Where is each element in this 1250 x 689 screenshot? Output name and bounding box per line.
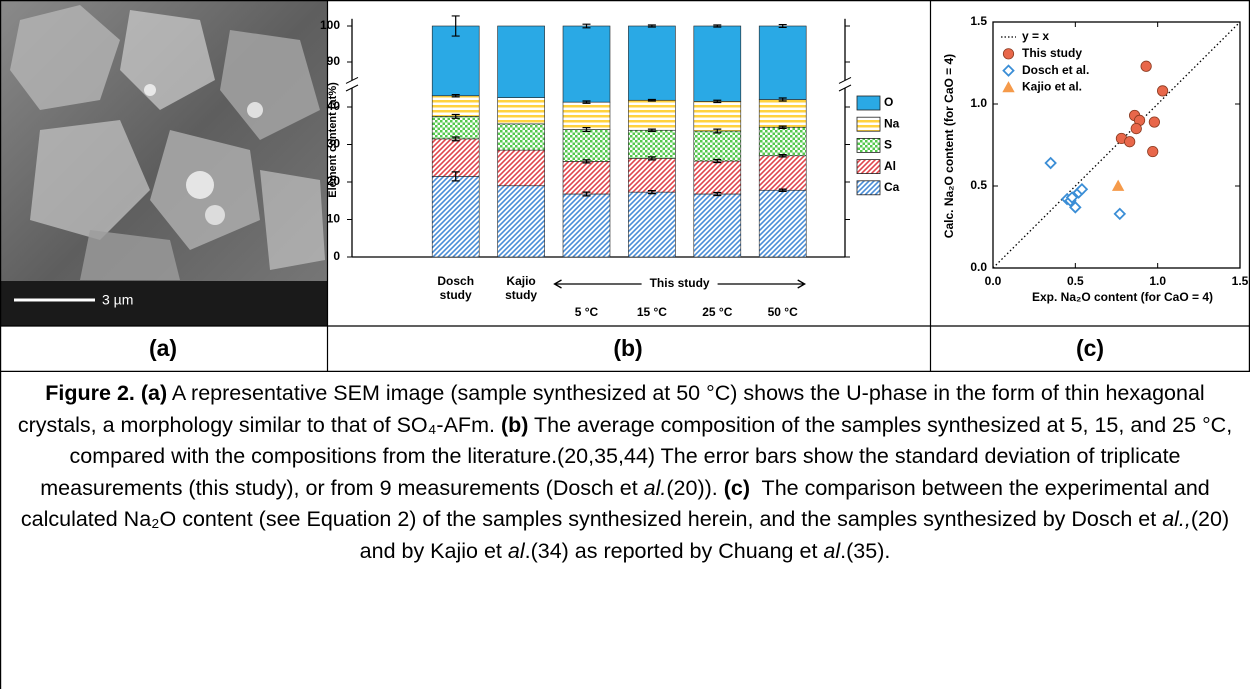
point [1113, 181, 1124, 191]
caption-text: .(34) as reported by Chuang et [525, 539, 824, 563]
y-tick-label: 10 [327, 212, 341, 226]
bar-segment [694, 26, 741, 101]
y-tick-label: 90 [327, 54, 341, 68]
legend-swatch [857, 96, 880, 110]
point [1131, 123, 1141, 133]
legend-label: Ca [884, 180, 900, 194]
x-axis-label: Exp. Na₂O content (for CaO = 4) [1032, 290, 1213, 304]
point [1124, 137, 1134, 147]
caption-text: (b) [501, 413, 528, 437]
bar-segment [628, 26, 675, 100]
legend-label: Dosch et al. [1022, 63, 1089, 77]
bar-segment [759, 26, 806, 100]
legend-marker [1003, 82, 1014, 92]
bar-segment [563, 26, 610, 102]
caption-text: al., [1162, 507, 1191, 531]
legend-label: Al [884, 159, 896, 173]
panel-label: (c) [1076, 335, 1104, 361]
bar-segment [759, 190, 806, 257]
caption-text: al [823, 539, 840, 563]
x-tick-label: 1.5 [1232, 274, 1249, 288]
scale-bar-label: 3 µm [102, 292, 133, 308]
bar-segment [563, 130, 610, 162]
panel-label: (a) [149, 335, 177, 361]
bar-segment [759, 127, 806, 156]
bar-segment [628, 192, 675, 257]
y-tick-label: 0.0 [970, 260, 987, 274]
point [1157, 86, 1167, 96]
bar-segment [628, 158, 675, 192]
bar-segment [694, 101, 741, 131]
legend-swatch [857, 181, 880, 195]
bar-segment [628, 130, 675, 158]
caption-text: al [508, 539, 525, 563]
caption-text: (c) [724, 476, 750, 500]
legend-swatch [857, 160, 880, 174]
legend-marker [1004, 66, 1014, 76]
bar-segment [498, 98, 545, 124]
point [1149, 117, 1159, 127]
point [1046, 158, 1056, 168]
panel-label: (b) [613, 335, 642, 361]
bar-segment [694, 131, 741, 161]
bar-segment [694, 194, 741, 257]
bar-segment [498, 26, 545, 98]
bar-segment [432, 116, 479, 139]
point [1141, 61, 1151, 71]
caption-text: .(35). [840, 539, 890, 563]
point [1115, 209, 1125, 219]
legend-marker [1003, 49, 1013, 59]
x-tick-label: 1.0 [1149, 274, 1166, 288]
bar-segment [563, 194, 610, 257]
x-tick-label: 15 °C [622, 305, 682, 319]
legend-label: O [884, 95, 893, 109]
y-tick-label: 0.5 [970, 178, 987, 192]
bar-segment [432, 96, 479, 117]
sem-image [1, 1, 327, 326]
bar-segment [498, 150, 545, 186]
bar-segment [563, 102, 610, 129]
caption-text: Figure 2. (a) [45, 381, 167, 405]
annotation: This study [650, 276, 710, 290]
bar-segment [759, 156, 806, 191]
x-tick-label: 0.5 [1067, 274, 1084, 288]
caption: Figure 2. (a) A representative SEM image… [6, 378, 1244, 567]
legend-label: Kajio et al. [1022, 80, 1082, 94]
legend-label: This study [1022, 46, 1082, 60]
legend-label: y = x [1022, 29, 1049, 43]
x-tick-label: 5 °C [557, 305, 617, 319]
figure: 3 µm (a)(b)(c)01020304090100Element cont… [0, 0, 1250, 689]
caption-text: (20)). [666, 476, 723, 500]
bar-segment [628, 100, 675, 130]
x-tick-label: Dosch study [426, 274, 486, 302]
bar-segment [563, 161, 610, 194]
y-tick-label: 0 [333, 249, 340, 263]
bar-segment [498, 186, 545, 257]
x-tick-label: 0.0 [985, 274, 1002, 288]
bar-segment [694, 161, 741, 194]
y-tick-label: 100 [320, 18, 340, 32]
y-tick-label: 1.5 [970, 14, 987, 28]
bar-segment [759, 100, 806, 128]
legend-label: S [884, 138, 892, 152]
y-axis-label: Element content (at%) [327, 82, 339, 198]
bar-segment [432, 139, 479, 177]
x-tick-label: Kajio study [491, 274, 551, 302]
legend-label: Na [884, 116, 900, 130]
y-axis-label: Calc. Na₂O content (for CaO = 4) [942, 54, 956, 238]
legend-swatch [857, 138, 880, 152]
point [1148, 146, 1158, 156]
x-tick-label: 25 °C [687, 305, 747, 319]
y-tick-label: 1.0 [970, 96, 987, 110]
caption-text: al. [644, 476, 667, 500]
bar-segment [432, 176, 479, 257]
x-tick-label: 50 °C [753, 305, 813, 319]
bar-segment [498, 124, 545, 150]
legend-swatch [857, 117, 880, 131]
